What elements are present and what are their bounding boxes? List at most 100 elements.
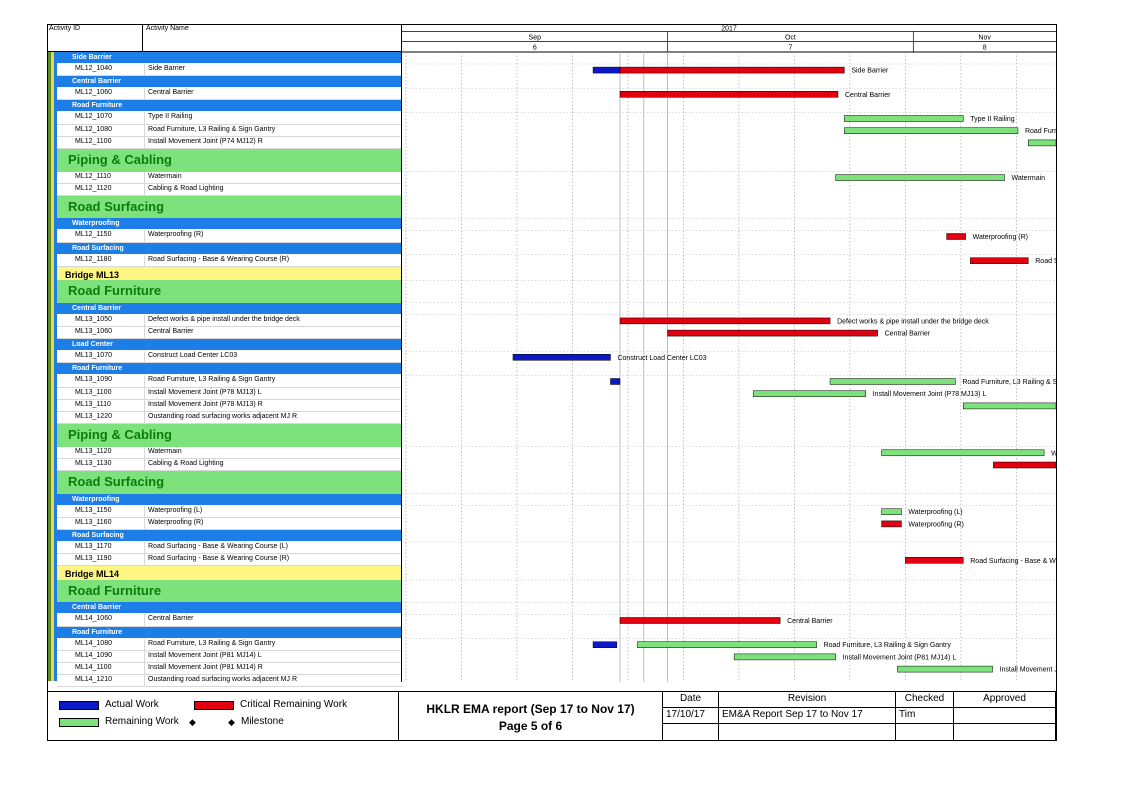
bar-remaining-ml13-1100 (753, 391, 866, 397)
report-title: HKLR EMA report (Sep 17 to Nov 17) (426, 702, 635, 716)
bar-critical-ml13-1050 (620, 318, 830, 324)
revision-header-approved: Approved (954, 692, 1056, 708)
bar-remaining-ml13-1090 (830, 379, 955, 385)
cell-divider (144, 124, 145, 136)
title-block: HKLR EMA report (Sep 17 to Nov 17) Page … (398, 692, 663, 741)
wbs-band-central-barrier: Central Barrier (57, 76, 402, 89)
bar-label-ml14-1080: Road Furniture, L3 Railing & Sign Gantry (824, 642, 952, 649)
wbs-band-label: Side Barrier (72, 54, 112, 61)
activity-row: ML13_1090 Road Furniture, L3 Railing & Si… (57, 375, 402, 388)
wbs-band-label: Road Furniture (72, 102, 123, 110)
activity-row: ML13_1070 Construct Load Center LC03 (57, 351, 402, 364)
bar-label-ml14-1060: Central Barrier (787, 618, 833, 625)
activity-id: ML13_1090 (75, 376, 112, 384)
activity-row: ML14_1100 Install Movement Joint (P81 MJ1… (57, 663, 402, 676)
activity-id: ML12_1080 (75, 125, 112, 133)
revision-table: Date Revision Checked Approved 17/10/17 … (663, 692, 1056, 741)
activity-name: Waterproofing (R) (148, 231, 204, 239)
bar-label-ml12-1150: Waterproofing (R) (973, 234, 1028, 241)
revision-text: EM&A Report Sep 17 to Nov 17 (719, 708, 896, 724)
bar-label-ml12-1080: Road Furniture, L3 Railing & Sign Gantry (1025, 128, 1056, 135)
bar-label-ml13-1150: Waterproofing (L) (908, 509, 962, 516)
revision-header-date: Date (663, 692, 719, 708)
legend-remaining-swatch (59, 718, 99, 727)
activity-row: ML12_1040 Side Barrier (57, 64, 402, 77)
activity-id-header: Activity ID (47, 24, 143, 51)
activity-id: ML13_1170 (75, 543, 112, 550)
month-label: Nov (978, 35, 991, 42)
cell-divider (144, 88, 145, 100)
legend-remaining-label: Remaining Work (105, 716, 179, 727)
activity-name: Road Surfacing - Base & Wearing Course (… (148, 255, 290, 263)
bar-critical-ml14-1060 (620, 618, 780, 624)
revision-header-checked: Checked (896, 692, 954, 708)
week-label: 6 (533, 45, 537, 52)
revision-empty-row (896, 724, 954, 741)
activity-name: Road Surfacing - Base & Wearing Course (… (148, 543, 288, 550)
week-label: 7 (788, 45, 792, 52)
activity-id: ML13_1160 (75, 518, 112, 526)
bar-remaining-ml12-1110 (836, 175, 1005, 181)
bar-critical-ml12-1040 (620, 67, 844, 73)
activity-name: Cabling & Road Lighting (148, 459, 224, 467)
activity-name: Waterproofing (L) (148, 506, 203, 514)
bar-label-ml14-1090: Install Movement Joint (P81 MJ14) L (843, 654, 957, 661)
activity-name: Waterproofing (R) (148, 518, 204, 526)
activity-name: Cabling & Road Lighting (148, 184, 224, 192)
bar-label-ml13-1050: Defect works & pipe install under the br… (837, 318, 989, 325)
bar-remaining-ml13-1150 (882, 509, 902, 515)
activity-name: Install Movement Joint (P81 MJ14) R (148, 664, 263, 671)
activity-row: ML13_1190 Road Surfacing - Base & Wearing… (57, 554, 402, 567)
bar-critical-ml13-1190 (905, 557, 963, 563)
wbs-band-label: Waterproofing (72, 495, 120, 503)
activity-id: ML14_1060 (75, 615, 112, 623)
cell-divider (144, 254, 145, 266)
cell-divider (144, 171, 145, 183)
table-chart-divider (401, 24, 402, 682)
activity-id: ML13_1110 (75, 400, 111, 408)
wbs-band-label: Road Furniture (72, 628, 123, 636)
activity-name: Install Movement Joint (P78 MJ13) R (148, 400, 263, 408)
activity-row: ML14_1210 Oustanding road surfacing works… (57, 675, 402, 688)
activity-name: Road Furniture, L3 Railing & Sign Gantry (148, 376, 276, 384)
activity-id: ML12_1060 (75, 89, 112, 97)
wbs-band-piping-cabling: Piping & Cabling (57, 424, 402, 447)
activity-name: Road Surfacing - Base & Wearing Course (… (148, 555, 290, 563)
bar-actual-ml13-1070 (513, 354, 611, 360)
cell-divider (144, 458, 145, 471)
bar-critical-ml13-1130 (993, 462, 1056, 468)
bar-actual-ml13-1090 (610, 379, 620, 385)
wbs-band-label: Bridge ML13 (65, 269, 120, 280)
bar-remaining-ml12-1070 (844, 116, 963, 122)
bar-label-ml13-1100: Install Movement Joint (P78 MJ13) L (873, 391, 987, 398)
bar-label-ml13-1090: Road Furniture, L3 Railing & Sign Gantry (962, 379, 1056, 386)
bar-label-ml14-1100: Install Movement Joint (P81 MJ (1000, 667, 1056, 674)
wbs-band-road-furniture: Road Furniture (57, 363, 402, 376)
cell-divider (144, 136, 145, 148)
activity-id: ML13_1150 (75, 506, 112, 514)
activity-row: ML13_1120 Watermain (57, 446, 402, 459)
bar-critical-ml12-1150 (947, 234, 966, 240)
cell-divider (144, 64, 145, 76)
bar-label-ml12-1180: Road Surfacing - Base (1035, 258, 1056, 265)
activity-id: ML12_1110 (75, 172, 111, 180)
activity-name: Central Barrier (148, 615, 194, 623)
activity-row: ML12_1150 Waterproofing (R) (57, 230, 402, 243)
wbs-band-road-furniture: Road Furniture (57, 579, 402, 603)
activity-row: ML12_1080 Road Furniture, L3 Railing & Si… (57, 124, 402, 137)
activity-id: ML12_1070 (75, 113, 112, 121)
wbs-band-road-surfacing: Road Surfacing (57, 471, 402, 494)
activity-id: ML13_1050 (75, 315, 112, 323)
activity-id: ML13_1130 (75, 459, 112, 467)
bar-actual-ml12-1040 (593, 67, 620, 73)
cell-divider (144, 675, 145, 687)
page-number: Page 5 of 6 (498, 719, 563, 733)
cell-divider (144, 399, 145, 411)
activity-name: Central Barrier (148, 328, 194, 335)
activity-name: Type II Railing (148, 113, 193, 121)
footer-divider (47, 691, 1057, 692)
month-label: Oct (785, 35, 796, 42)
cell-divider (144, 614, 145, 626)
wbs-band-label: Central Barrier (72, 304, 122, 312)
activity-id: ML14_1210 (75, 676, 112, 684)
